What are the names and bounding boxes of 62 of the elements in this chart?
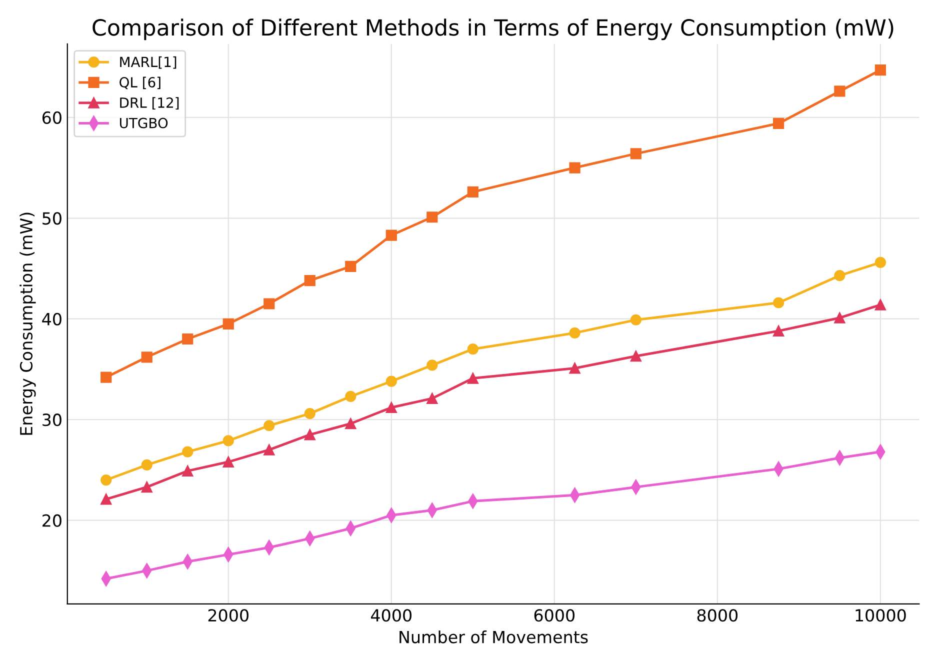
point [141, 459, 152, 470]
point [345, 260, 356, 272]
x-tick-label: 2000 [208, 609, 248, 622]
point [304, 408, 316, 420]
point [182, 465, 194, 477]
point [569, 327, 580, 339]
point [569, 162, 580, 174]
point [772, 297, 784, 308]
x-axis-title: Number of Movements [400, 630, 588, 644]
legend-label: DRL [12] [120, 97, 179, 110]
point [630, 314, 642, 326]
point [304, 429, 316, 440]
point [467, 372, 478, 384]
point [467, 186, 478, 198]
y-axis-title: Energy Consumption (mW) [20, 212, 36, 435]
point [467, 344, 478, 355]
point [630, 350, 642, 362]
point [834, 86, 846, 97]
point [426, 212, 438, 223]
point [264, 420, 275, 432]
point [772, 118, 784, 130]
point [264, 444, 275, 456]
point [772, 325, 784, 337]
y-tick-label: 40 [42, 312, 62, 326]
point [874, 64, 886, 76]
point [141, 482, 152, 493]
legend-label: MARL[1] [120, 56, 176, 69]
x-tick-label: 8000 [697, 609, 738, 622]
x-tick-label: 10000 [856, 609, 906, 622]
point [141, 352, 152, 363]
y-tick-label: 50 [42, 212, 62, 225]
point [569, 362, 580, 374]
point [874, 256, 886, 268]
point [345, 418, 356, 430]
y-tick-label: 20 [42, 514, 62, 527]
point [386, 376, 397, 387]
point [100, 474, 112, 486]
point [834, 270, 846, 282]
y-tick-label: 60 [42, 111, 62, 124]
point [426, 360, 438, 371]
y-tick-label: 30 [42, 414, 62, 426]
point [345, 390, 356, 402]
point [222, 435, 234, 446]
legend-label: UTGBO [120, 118, 168, 128]
point [834, 312, 846, 324]
point [386, 402, 397, 414]
point [386, 230, 397, 241]
point [630, 148, 642, 160]
point [100, 372, 112, 383]
chart-title: Comparison of Different Methods in Terms of Energy Consumption (mW) [92, 18, 894, 40]
point [222, 318, 234, 330]
point [182, 333, 194, 345]
point [264, 298, 275, 310]
point [222, 456, 234, 468]
point [874, 299, 886, 310]
point [182, 446, 194, 458]
point [426, 392, 438, 404]
legend-label: QL [6] [120, 76, 160, 90]
x-tick-label: 4000 [370, 609, 412, 622]
point [100, 494, 112, 505]
point [304, 275, 316, 286]
x-tick-label: 6000 [534, 609, 575, 622]
